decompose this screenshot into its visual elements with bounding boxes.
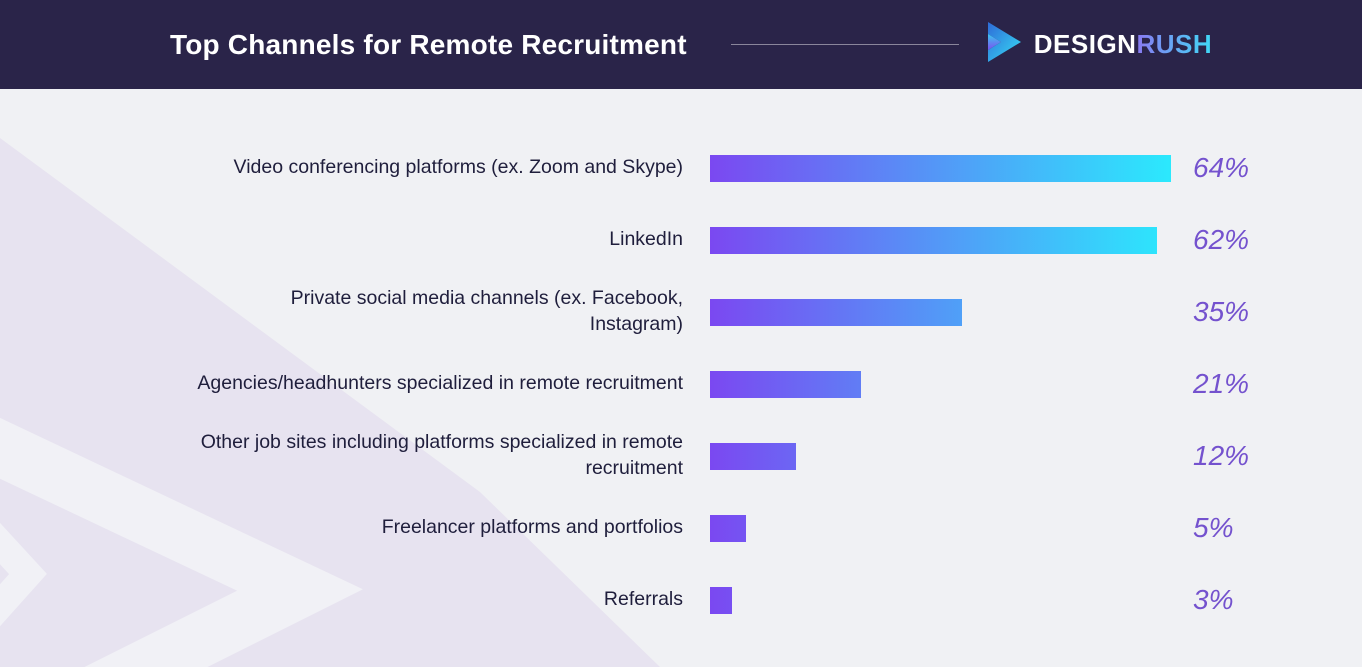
chart-row: Freelancer platforms and portfolios 5% [0, 492, 1362, 564]
chart-row: Other job sites including platforms spec… [0, 420, 1362, 492]
bar [710, 154, 1171, 182]
bar [710, 514, 747, 542]
chart-row: Agencies/headhunters specialized in remo… [0, 348, 1362, 420]
bar-track [710, 586, 1171, 614]
bar [710, 298, 963, 326]
bar [710, 226, 1157, 254]
header: Top Channels for Remote Recruitment [0, 0, 1362, 89]
chart-row: LinkedIn 62% [0, 204, 1362, 276]
bar [710, 370, 862, 398]
bar-category-label: Video conferencing platforms (ex. Zoom a… [233, 156, 683, 179]
brand-wordmark: DESIGNRUSH [1034, 29, 1212, 60]
bar-category-label: Other job sites including platforms spec… [200, 431, 683, 479]
bar [710, 442, 797, 470]
brand-logo: DESIGNRUSH [984, 21, 1212, 68]
bar-track [710, 298, 1171, 326]
brand-arrow-icon [984, 21, 1024, 68]
bar-category-label: Freelancer platforms and portfolios [381, 516, 683, 539]
bar-value-label: 5% [1193, 512, 1234, 543]
chart-row: Video conferencing platforms (ex. Zoom a… [0, 132, 1362, 204]
bar-chart: Video conferencing platforms (ex. Zoom a… [0, 89, 1362, 636]
bar-category-label: Private social media channels (ex. Faceb… [290, 287, 683, 335]
bar-category-label: LinkedIn [609, 228, 683, 251]
brand-word-rush: RUSH [1136, 29, 1213, 59]
bar-category-label: Agencies/headhunters specialized in remo… [197, 372, 683, 395]
bar [710, 586, 732, 614]
page-title: Top Channels for Remote Recruitment [170, 28, 687, 60]
chart-row: Private social media channels (ex. Faceb… [0, 276, 1362, 348]
chart-row: Referrals 3% [0, 564, 1362, 636]
bar-track [710, 442, 1171, 470]
bar-value-label: 35% [1193, 296, 1250, 327]
brand-word-design: DESIGN [1033, 29, 1137, 59]
bar-category-label: Referrals [603, 588, 683, 611]
bar-value-label: 62% [1193, 224, 1250, 255]
bar-value-label: 21% [1193, 368, 1250, 399]
bar-track [710, 514, 1171, 542]
header-divider-line [730, 44, 959, 45]
bar-track [710, 370, 1171, 398]
bar-value-label: 64% [1193, 152, 1250, 183]
bar-value-label: 12% [1193, 440, 1250, 471]
bar-value-label: 3% [1193, 584, 1234, 615]
bar-track [710, 154, 1171, 182]
bar-track [710, 226, 1171, 254]
